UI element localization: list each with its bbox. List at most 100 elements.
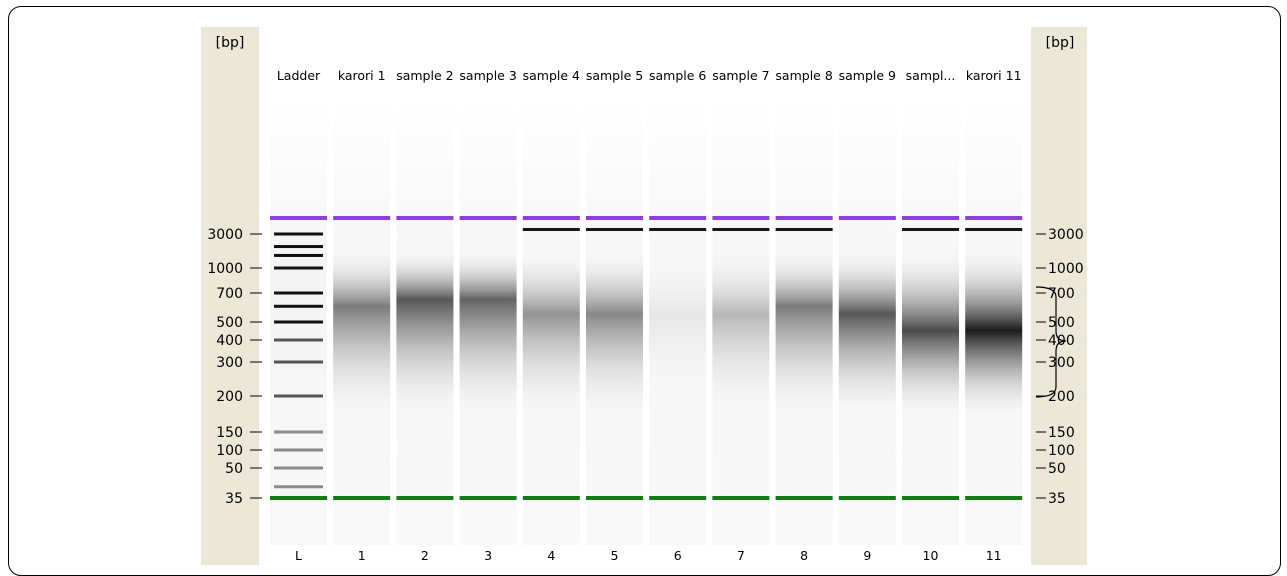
high-mw-band: [902, 228, 959, 231]
lane-number: 11: [986, 548, 1002, 563]
right-tick-label: 500: [1048, 315, 1075, 331]
axis-ticks: 3000 3000 1000 1000 700 700 500 500 400 400 300 300…: [207, 227, 1083, 507]
right-tick-label: 35: [1048, 491, 1066, 507]
sample-smear: [965, 250, 1023, 420]
sample-smear: [712, 250, 770, 420]
right-tick-label: 50: [1048, 461, 1066, 477]
lower-marker: [586, 496, 643, 500]
left-unit-label: [bp]: [216, 35, 245, 51]
ladder-band: [274, 291, 323, 295]
ladder-band: [274, 245, 323, 249]
lane-name: Ladder: [277, 68, 321, 83]
lower-marker: [649, 496, 707, 500]
lower-marker: [775, 496, 833, 500]
left-tick-label: 700: [216, 286, 243, 302]
lane-name: sample 5: [586, 68, 643, 83]
upper-marker: [586, 216, 643, 220]
lane-number: 1: [358, 548, 366, 563]
ladder-band: [274, 338, 323, 342]
upper-marker: [270, 216, 327, 220]
lower-marker: [396, 496, 454, 500]
high-mw-band: [965, 228, 1023, 231]
ladder-band: [274, 320, 323, 324]
lane-8: sample 8 8: [775, 68, 832, 563]
ladder-band: [274, 466, 323, 470]
left-tick-label: 400: [216, 333, 243, 349]
lane-11: karori 11 11: [965, 68, 1023, 563]
left-tick-label: 300: [216, 355, 243, 371]
ladder-band: [274, 448, 323, 452]
lower-marker: [333, 496, 391, 500]
lane-name: karori 11: [966, 68, 1022, 83]
sample-smear: [838, 250, 896, 420]
lane-name: karori 1: [338, 68, 386, 83]
lower-marker: [965, 496, 1023, 500]
left-axis-panel: [201, 27, 259, 565]
lower-marker: [902, 496, 959, 500]
lane-1: karori 1 1: [333, 68, 391, 563]
left-tick-label: 3000: [207, 227, 243, 243]
ladder-band: [274, 360, 323, 364]
lane-name: sample 7: [712, 68, 769, 83]
ladder-band: [274, 304, 323, 308]
ladder-band: [274, 253, 323, 257]
lower-marker: [522, 496, 580, 500]
upper-marker: [649, 216, 707, 220]
lane-number: 4: [547, 548, 555, 563]
left-tick-label: 200: [216, 389, 243, 405]
sample-smear: [522, 250, 580, 420]
high-mw-band: [775, 228, 833, 231]
lane-number: L: [295, 548, 302, 563]
lower-marker: [270, 496, 327, 500]
sample-smear: [775, 250, 833, 420]
lane-number: 10: [923, 548, 939, 563]
ladder-band: [274, 266, 323, 270]
lane-6: sample 6 6: [649, 68, 706, 563]
left-tick-label: 35: [225, 491, 243, 507]
left-tick-label: 50: [225, 461, 243, 477]
right-tick-label: 400: [1048, 333, 1075, 349]
ladder-band: [274, 232, 323, 236]
lane-4: sample 4 4: [523, 68, 580, 563]
right-tick-label: 200: [1048, 389, 1075, 405]
lane-name: sample 9: [839, 68, 896, 83]
left-tick-label: 100: [216, 443, 243, 459]
sample-smear: [333, 250, 391, 420]
lane-name: sample 4: [523, 68, 580, 83]
lane-5: sample 5 5: [586, 68, 643, 563]
high-mw-band: [712, 228, 770, 231]
left-tick-label: 1000: [207, 261, 243, 277]
right-tick-label: 150: [1048, 425, 1075, 441]
sample-smear: [459, 250, 517, 420]
ladder-band: [274, 485, 323, 489]
lane-number: 3: [484, 548, 492, 563]
lane-number: 2: [421, 548, 429, 563]
upper-marker: [333, 216, 391, 220]
lane-number: 5: [611, 548, 619, 563]
lane-7: sample 7 7: [712, 68, 769, 563]
right-tick-label: 700: [1048, 286, 1075, 302]
right-tick-label: 3000: [1048, 227, 1084, 243]
lane-10: sampl... 10: [902, 68, 959, 563]
lane-L: Ladder L: [270, 68, 327, 563]
lane-2: sample 2 2: [396, 68, 453, 563]
upper-marker: [902, 216, 959, 220]
upper-marker: [838, 216, 896, 220]
lane-name: sample 3: [459, 68, 516, 83]
sample-smear: [902, 250, 959, 420]
sample-smear: [396, 250, 454, 420]
lane-number: 7: [737, 548, 745, 563]
left-tick-label: 500: [216, 315, 243, 331]
lane-name: sampl...: [906, 68, 956, 83]
lane-3: sample 3 3: [459, 68, 516, 563]
lane-name: sample 6: [649, 68, 706, 83]
left-tick-label: 150: [216, 425, 243, 441]
upper-marker: [522, 216, 580, 220]
ladder-band: [274, 394, 323, 398]
size-range-bracket: [1035, 286, 1067, 398]
high-mw-band: [586, 228, 643, 231]
lower-marker: [712, 496, 770, 500]
